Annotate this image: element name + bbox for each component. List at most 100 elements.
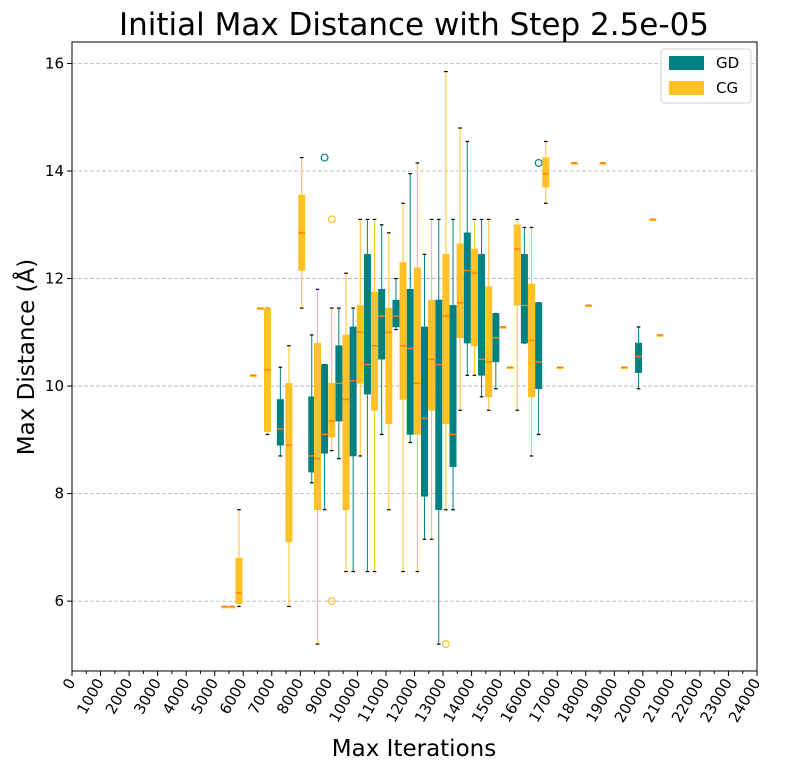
box-gd-iqr (321, 364, 329, 454)
x-axis-label: Max Iterations (332, 736, 496, 762)
box-cg (264, 307, 272, 436)
box-cg (249, 374, 257, 378)
box-cg-iqr (356, 305, 364, 384)
box-cg (506, 366, 514, 370)
box-gd-iqr (520, 254, 528, 344)
box-gd-iqr (349, 326, 357, 457)
box-gd (534, 158, 543, 436)
box-gd-iqr (535, 302, 543, 390)
box-gd-iqr (276, 399, 284, 446)
box-cg (649, 218, 657, 222)
box-gd-iqr (420, 326, 428, 497)
x-tick-label: 8000 (273, 675, 308, 717)
box-cg (513, 218, 521, 411)
y-tick-label: 14 (45, 162, 64, 180)
box-cg (656, 334, 664, 337)
box-cg (256, 307, 264, 310)
box-gd (463, 140, 471, 376)
outlier-cg (441, 640, 450, 649)
box-gd-iqr (478, 254, 486, 376)
box-gd-iqr (406, 288, 414, 435)
box-gd (335, 307, 343, 460)
box-cg (327, 215, 336, 606)
y-axis-ticks: 6 8 10 12 14 16 (45, 55, 72, 610)
box-cg (620, 366, 628, 370)
box-gd-iqr (363, 254, 371, 395)
x-tick-label: 4000 (159, 675, 194, 717)
x-tick-label: 3000 (130, 675, 165, 717)
box-cg (570, 162, 578, 165)
box-cg (228, 605, 236, 609)
x-tick-label: 7000 (244, 675, 279, 717)
box-gd (449, 218, 457, 511)
box-cg-iqr (285, 383, 293, 543)
x-tick-label: 1000 (73, 675, 108, 717)
box-cg-iqr (342, 334, 350, 511)
box-cg (285, 345, 293, 608)
box-gd-iqr (378, 288, 386, 360)
box-gd (349, 307, 357, 573)
x-tick-label: 5000 (187, 675, 222, 717)
plot-boxes (221, 70, 664, 649)
x-axis-ticks: 0100020003000400050006000700080009000100… (59, 671, 764, 726)
box-cg (441, 70, 450, 649)
box-cg-iqr (385, 307, 393, 425)
box-cg-iqr (399, 262, 407, 400)
box-gd (276, 366, 284, 457)
legend: GD CG (660, 48, 752, 104)
y-tick-label: 16 (45, 55, 64, 73)
x-tick-label: 6000 (216, 675, 251, 717)
box-gd (378, 224, 386, 436)
box-gd (520, 226, 528, 344)
box-cg-iqr (328, 383, 336, 438)
y-axis-label: Max Distance (Å) (12, 259, 40, 455)
box-cg-iqr (235, 557, 243, 605)
box-cg (385, 232, 393, 511)
y-tick-label: 8 (54, 485, 64, 503)
box-cg (399, 202, 407, 573)
box-gd-iqr (635, 342, 643, 373)
box-cg (371, 218, 379, 573)
box-gd-iqr (449, 305, 457, 468)
box-cg (499, 326, 507, 329)
box-gd (406, 173, 414, 444)
legend-label-cg: CG (716, 79, 738, 97)
outlier-gd (534, 158, 543, 167)
x-tick-label: 0 (59, 675, 79, 692)
box-cg (235, 509, 243, 608)
box-gd-iqr (392, 299, 400, 328)
box-cg-iqr (456, 243, 464, 338)
legend-label-gd: GD (716, 54, 739, 72)
box-cg (221, 605, 229, 609)
box-cg-iqr (470, 248, 478, 347)
outlier-cg (327, 215, 336, 224)
box-gd (635, 326, 643, 390)
legend-swatch-gd (669, 56, 704, 70)
box-cg-iqr (485, 286, 493, 398)
box-gd-iqr (435, 299, 443, 511)
box-cg (528, 226, 536, 457)
box-gd-iqr (463, 232, 471, 344)
y-tick-label: 12 (45, 270, 64, 288)
box-gd (392, 277, 400, 331)
box-cg (428, 218, 436, 540)
box-cg (556, 366, 564, 370)
box-cg (542, 140, 550, 204)
box-gd (478, 218, 486, 398)
y-tick-label: 6 (54, 592, 64, 610)
box-cg-iqr (313, 342, 321, 511)
y-tick-label: 10 (45, 377, 64, 395)
x-tick-label: 2000 (102, 675, 137, 717)
legend-swatch-cg (669, 81, 704, 95)
chart-title: Initial Max Distance with Step 2.5e-05 (119, 7, 709, 43)
outlier-gd (320, 153, 329, 162)
box-gd (492, 312, 500, 390)
box-cg (298, 156, 306, 309)
box-cg (313, 288, 321, 645)
box-cg (356, 218, 364, 457)
box-cg-iqr (428, 299, 436, 411)
box-gd (363, 218, 371, 573)
box-cg (485, 218, 493, 411)
box-cg-iqr (513, 224, 521, 306)
